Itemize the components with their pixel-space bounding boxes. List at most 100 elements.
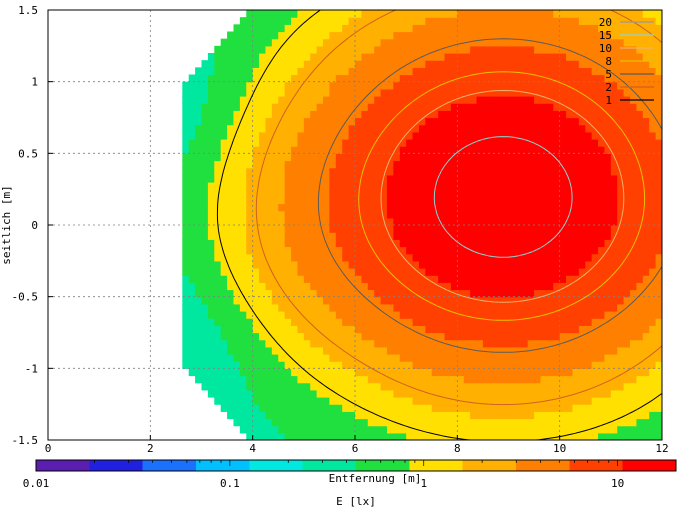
heatmap-cell [335, 318, 343, 326]
heatmap-cell [355, 382, 362, 391]
heatmap-cell [342, 38, 350, 47]
heatmap-cell [534, 389, 542, 398]
heatmap-cell [444, 53, 452, 61]
heatmap-cell [310, 311, 318, 319]
heatmap-cell [284, 361, 292, 369]
heatmap-cell [630, 425, 638, 434]
heatmap-cell [329, 196, 337, 205]
heatmap-cell [259, 275, 267, 283]
heatmap-cell [316, 375, 324, 384]
heatmap-cell [566, 196, 574, 205]
heatmap-cell [361, 38, 369, 47]
heatmap-cell [617, 303, 625, 312]
heatmap-cell [227, 246, 235, 255]
heatmap-cell [355, 268, 362, 276]
heatmap-cell [220, 174, 228, 183]
heatmap-cell [630, 318, 638, 326]
heatmap-cell [335, 74, 343, 83]
heatmap-cell [412, 167, 420, 176]
heatmap-cell [374, 10, 382, 18]
heatmap-cell [201, 232, 209, 240]
heatmap-cell [604, 189, 612, 197]
heatmap-cell [502, 411, 510, 420]
heatmap-cell [489, 225, 497, 233]
heatmap-cell [572, 53, 580, 61]
heatmap-cell [502, 389, 510, 398]
heatmap-cell [450, 139, 458, 147]
heatmap-cell [591, 217, 599, 226]
heatmap-cell [489, 382, 497, 391]
heatmap-cell [457, 88, 465, 97]
heatmap-cell [578, 425, 586, 434]
heatmap-cell [585, 361, 593, 369]
heatmap-cell [265, 325, 273, 334]
heatmap-cell [636, 339, 644, 348]
heatmap-cell [374, 397, 382, 405]
heatmap-cell [450, 10, 458, 18]
heatmap-cell [585, 253, 593, 262]
heatmap-cell [188, 346, 196, 355]
heatmap-cell [227, 232, 235, 240]
heatmap-cell [489, 339, 497, 348]
heatmap-cell [572, 96, 580, 104]
heatmap-cell [182, 124, 190, 133]
heatmap-cell [546, 397, 554, 405]
heatmap-cell [323, 411, 331, 420]
heatmap-cell [553, 311, 561, 319]
heatmap-cell [406, 404, 414, 412]
heatmap-cell [220, 260, 228, 269]
heatmap-cell [457, 239, 465, 248]
heatmap-cell [386, 253, 394, 262]
heatmap-cell [495, 389, 503, 398]
heatmap-cell [617, 389, 625, 398]
heatmap-cell [259, 268, 267, 276]
heatmap-cell [578, 375, 586, 384]
heatmap-cell [342, 67, 350, 76]
heatmap-cell [355, 203, 362, 212]
heatmap-cell [540, 354, 548, 362]
heatmap-cell [220, 253, 228, 262]
heatmap-cell [329, 411, 337, 420]
heatmap-cell [386, 53, 394, 61]
heatmap-cell [566, 96, 574, 104]
heatmap-cell [361, 260, 369, 269]
heatmap-cell [489, 404, 497, 412]
heatmap-cell [470, 31, 478, 40]
heatmap-cell [585, 60, 593, 68]
heatmap-cell [348, 325, 356, 334]
heatmap-cell [246, 289, 254, 298]
heatmap-cell [297, 361, 305, 369]
heatmap-cell [610, 418, 618, 427]
heatmap-cell [291, 146, 299, 154]
heatmap-cell [540, 103, 548, 111]
heatmap-cell [636, 196, 644, 205]
heatmap-cell [636, 354, 644, 362]
heatmap-cell [418, 253, 426, 262]
heatmap-cell [252, 88, 260, 97]
heatmap-cell [252, 53, 260, 61]
heatmap-cell [444, 196, 452, 205]
heatmap-cell [265, 96, 273, 104]
heatmap-cell [182, 167, 190, 176]
heatmap-cell [361, 24, 369, 33]
heatmap-cell [374, 139, 382, 147]
contour-line-15 [433, 136, 573, 258]
heatmap-cell [323, 24, 331, 33]
heatmap-cell [207, 189, 215, 197]
heatmap-cell [540, 382, 548, 391]
heatmap-cell [361, 88, 369, 97]
heatmap-cell [610, 189, 618, 197]
heatmap-cell [457, 375, 465, 384]
heatmap-cell [303, 182, 311, 190]
heatmap-cell [278, 425, 286, 434]
heatmap-cell [380, 117, 388, 126]
heatmap-cell [444, 182, 452, 190]
heatmap-cell [630, 239, 638, 248]
heatmap-cell [591, 318, 599, 326]
heatmap-cell [578, 196, 586, 205]
heatmap-cell [316, 339, 324, 348]
heatmap-cell [367, 361, 375, 369]
heatmap-cell [566, 174, 574, 183]
heatmap-cell [386, 339, 394, 348]
heatmap-cell [316, 96, 324, 104]
